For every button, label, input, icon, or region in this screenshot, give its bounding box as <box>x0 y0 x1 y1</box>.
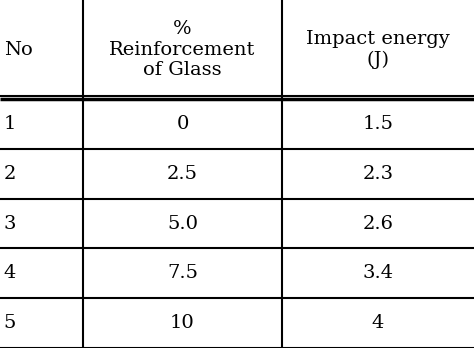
Text: 2.6: 2.6 <box>363 215 393 232</box>
Text: 0: 0 <box>176 115 189 133</box>
Text: 10: 10 <box>170 314 195 332</box>
Text: 4: 4 <box>372 314 384 332</box>
Text: 7.5: 7.5 <box>167 264 198 282</box>
Text: Impact energy
(J): Impact energy (J) <box>306 30 450 69</box>
Text: 3: 3 <box>4 215 16 232</box>
Text: 2: 2 <box>4 165 16 183</box>
Text: 5.0: 5.0 <box>167 215 198 232</box>
Text: 1: 1 <box>4 115 16 133</box>
Text: 5: 5 <box>4 314 16 332</box>
Text: 3.4: 3.4 <box>363 264 393 282</box>
Text: No: No <box>4 41 33 58</box>
Text: 2.3: 2.3 <box>363 165 393 183</box>
Text: %
Reinforcement
of Glass: % Reinforcement of Glass <box>109 20 255 79</box>
Text: 2.5: 2.5 <box>167 165 198 183</box>
Text: 4: 4 <box>4 264 16 282</box>
Text: 1.5: 1.5 <box>363 115 393 133</box>
